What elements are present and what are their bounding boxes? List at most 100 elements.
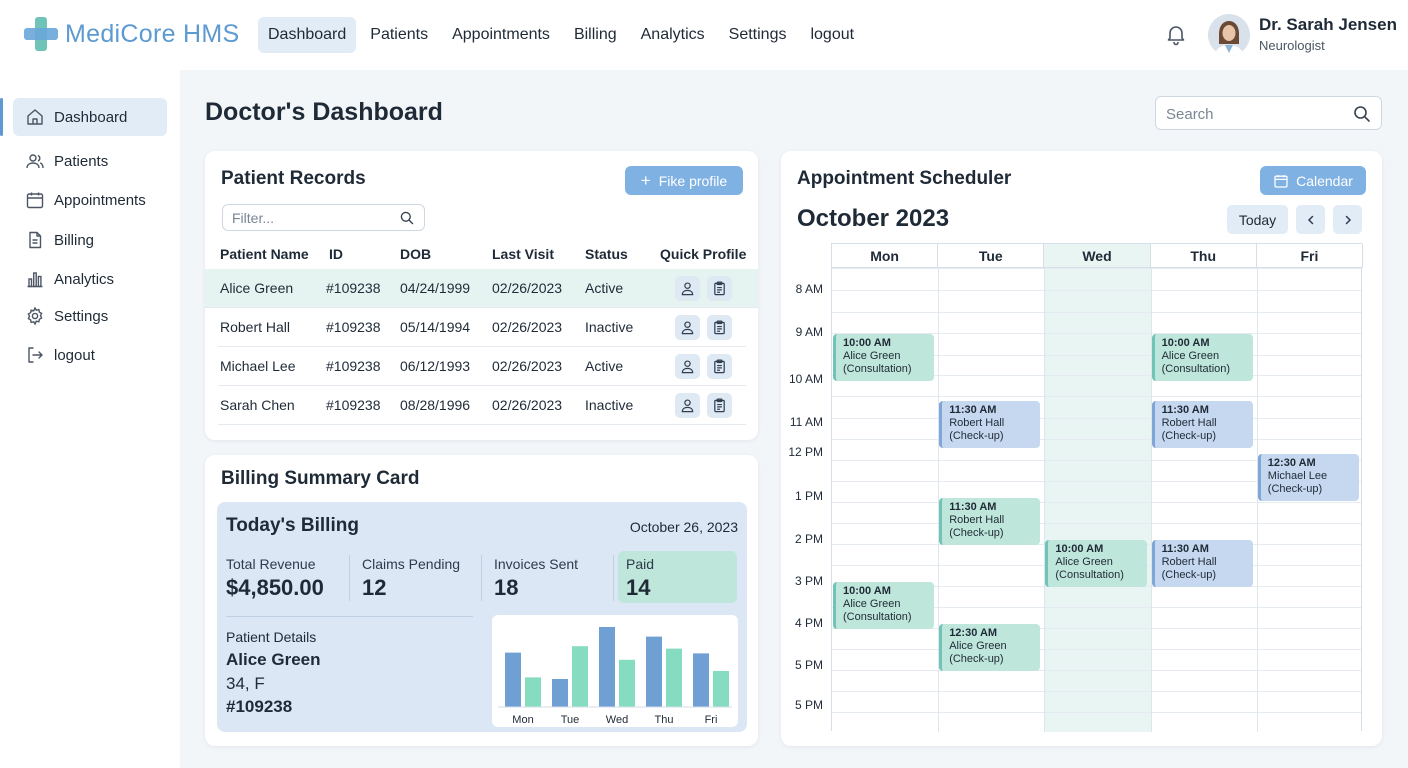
event-time: 11:30 AM — [1161, 542, 1209, 555]
stat-label: Invoices Sent — [494, 556, 579, 572]
clipboard-icon[interactable] — [707, 393, 732, 418]
cell-status: Inactive — [585, 319, 634, 335]
sidebar-item-analytics[interactable]: Analytics — [13, 260, 167, 298]
column-header[interactable]: Status — [585, 246, 628, 262]
notification-bell-icon[interactable] — [1164, 22, 1188, 46]
cell-id: #109238 — [326, 319, 381, 335]
plus-icon: + — [640, 171, 651, 190]
chevron-left-icon[interactable] — [1296, 205, 1325, 234]
topnav-billing[interactable]: Billing — [573, 26, 617, 43]
table-row[interactable]: Michael Lee #109238 06/12/1993 02/26/202… — [218, 347, 746, 386]
time-label: 4 PM — [794, 616, 823, 630]
cell-status: Active — [585, 358, 624, 374]
button-label: Fike profile — [658, 172, 728, 189]
time-label: 5 PM — [794, 658, 823, 672]
document-icon — [25, 230, 45, 250]
card-title: Billing Summary Card — [221, 468, 420, 489]
profile-person-icon[interactable] — [675, 315, 700, 340]
column-header[interactable]: Quick Profile — [660, 246, 747, 262]
sidebar-item-billing[interactable]: Billing — [13, 221, 167, 259]
user-name: Dr. Sarah Jensen — [1259, 15, 1397, 34]
filter-input[interactable] — [232, 209, 392, 227]
appointment-event[interactable]: 10:00 AM Alice Green (Consultation) — [1045, 539, 1147, 587]
sidebar-item-settings[interactable]: Settings — [13, 297, 167, 335]
topnav-settings[interactable]: Settings — [728, 26, 787, 43]
clipboard-icon[interactable] — [707, 276, 732, 301]
sidebar: Dashboard Patients Appointments Billing … — [0, 70, 180, 768]
appointment-event[interactable]: 11:30 AM Robert Hall (Check-up) — [1151, 539, 1253, 587]
column-header[interactable]: Last Visit — [492, 246, 554, 262]
today-button[interactable]: Today — [1227, 205, 1288, 234]
appointment-event[interactable]: 10:00 AM Alice Green (Consultation) — [833, 581, 935, 629]
appointment-event[interactable]: 11:30 AM Robert Hall (Check-up) — [939, 401, 1041, 449]
column-header[interactable]: ID — [329, 246, 343, 262]
appointment-event[interactable]: 10:00 AM Alice Green (Consultation) — [1151, 334, 1253, 381]
clipboard-icon[interactable] — [707, 354, 732, 379]
table-row[interactable]: Alice Green #109238 04/24/1999 02/26/202… — [205, 269, 758, 308]
time-label: 2 PM — [794, 532, 823, 546]
topnav-dashboard[interactable]: Dashboard — [258, 17, 357, 53]
app-logo[interactable]: MediCore HMS — [24, 17, 239, 51]
search-input[interactable] — [1166, 103, 1346, 125]
appointment-event[interactable]: 12:30 AM Michael Lee (Check-up) — [1257, 453, 1359, 501]
table-row[interactable]: Sarah Chen #109238 08/28/1996 02/26/2023… — [218, 386, 746, 425]
time-label: 5 PM — [794, 698, 823, 712]
profile-person-icon[interactable] — [675, 276, 700, 301]
calendar-icon — [25, 190, 45, 210]
topnav-patients[interactable]: Patients — [370, 26, 429, 43]
sidebar-item-patients[interactable]: Patients — [13, 142, 167, 180]
cell-name: Robert Hall — [220, 319, 291, 335]
day-header[interactable]: Wed — [1044, 244, 1151, 268]
search-icon[interactable] — [1352, 104, 1372, 124]
grid-line — [832, 418, 1361, 419]
stat-label: Total Revenue — [226, 556, 316, 572]
search-icon[interactable] — [399, 210, 415, 226]
profile-person-icon[interactable] — [675, 393, 700, 418]
table-row[interactable]: Robert Hall #109238 05/14/1994 02/26/202… — [218, 308, 746, 347]
topnav-appointments[interactable]: Appointments — [452, 26, 550, 43]
clipboard-icon[interactable] — [707, 315, 732, 340]
event-name: Alice Green — [1055, 555, 1113, 568]
day-header[interactable]: Tue — [938, 244, 1045, 268]
sidebar-item-dashboard[interactable]: Dashboard — [13, 98, 167, 136]
card-title: Appointment Scheduler — [797, 168, 1012, 189]
grid-line — [832, 670, 1361, 671]
profile-person-icon[interactable] — [675, 354, 700, 379]
grid-line — [832, 502, 1361, 503]
file-profile-button[interactable]: + Fike profile — [625, 166, 743, 195]
day-header[interactable]: Thu — [1150, 244, 1257, 268]
chart-tick-label: Fri — [705, 714, 718, 726]
panel-title: Today's Billing — [226, 515, 359, 536]
appointment-event[interactable]: 11:30 AM Robert Hall (Check-up) — [939, 497, 1041, 545]
event-type: (Check-up) — [949, 430, 1004, 443]
day-header[interactable]: Mon — [832, 244, 939, 268]
patient-details-meta: 34, F — [226, 674, 265, 693]
avatar[interactable] — [1208, 14, 1250, 56]
event-type: (Check-up) — [1161, 568, 1216, 581]
appointment-event[interactable]: 12:30 AM Alice Green (Check-up) — [939, 623, 1041, 671]
cell-name: Michael Lee — [220, 358, 296, 374]
calendar-button[interactable]: Calendar — [1260, 166, 1366, 195]
appointment-event[interactable]: 11:30 AM Robert Hall (Check-up) — [1151, 401, 1253, 449]
topnav-analytics[interactable]: Analytics — [640, 26, 705, 43]
topnav-logout[interactable]: logout — [810, 26, 855, 43]
chart-bar — [646, 636, 662, 707]
chevron-right-icon[interactable] — [1333, 205, 1362, 234]
chart-bar — [619, 659, 635, 707]
appointment-event[interactable]: 10:00 AM Alice Green (Consultation) — [833, 334, 935, 381]
divider — [349, 555, 350, 601]
column-header[interactable]: DOB — [400, 246, 432, 262]
event-time: 10:00 AM — [843, 337, 891, 349]
highlighted-day-column — [1044, 244, 1151, 732]
divider — [481, 555, 482, 601]
chart-bar — [599, 627, 615, 707]
sidebar-item-appointments[interactable]: Appointments — [13, 181, 167, 219]
grid-line — [1044, 244, 1046, 732]
chart-bar — [552, 679, 568, 707]
billing-summary-card: Billing Summary Card Today's Billing Oct… — [205, 455, 758, 746]
gear-icon — [25, 306, 45, 326]
column-header[interactable]: Patient Name — [220, 246, 309, 262]
sidebar-item-logout[interactable]: logout — [13, 336, 167, 374]
grid-line — [832, 607, 1361, 608]
day-header[interactable]: Fri — [1256, 244, 1363, 268]
